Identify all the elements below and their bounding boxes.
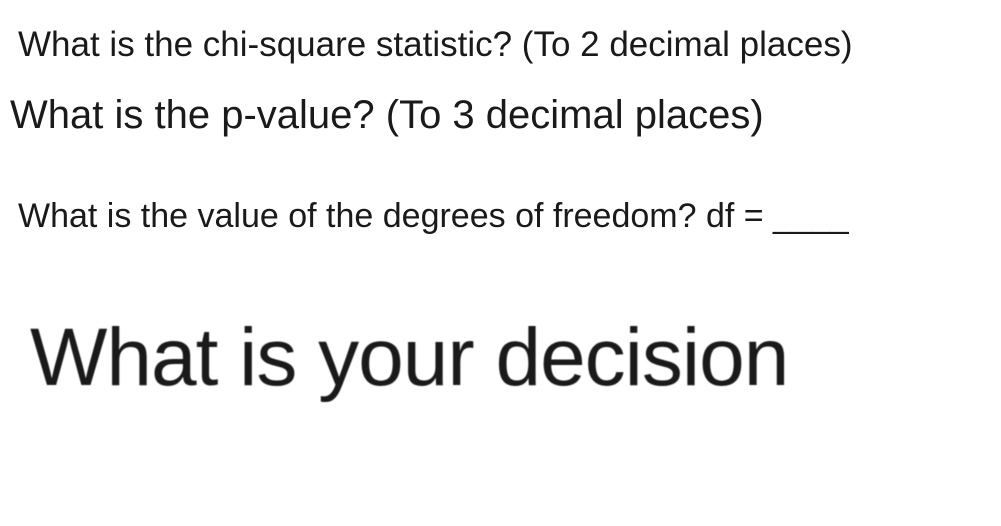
question-decision: What is your decision: [30, 301, 991, 416]
question-degrees-freedom: What is the value of the degrees of free…: [18, 193, 991, 241]
question-chi-square: What is the chi-square statistic? (To 2 …: [18, 20, 991, 69]
question-p-value: What is the p-value? (To 3 decimal place…: [10, 87, 991, 143]
